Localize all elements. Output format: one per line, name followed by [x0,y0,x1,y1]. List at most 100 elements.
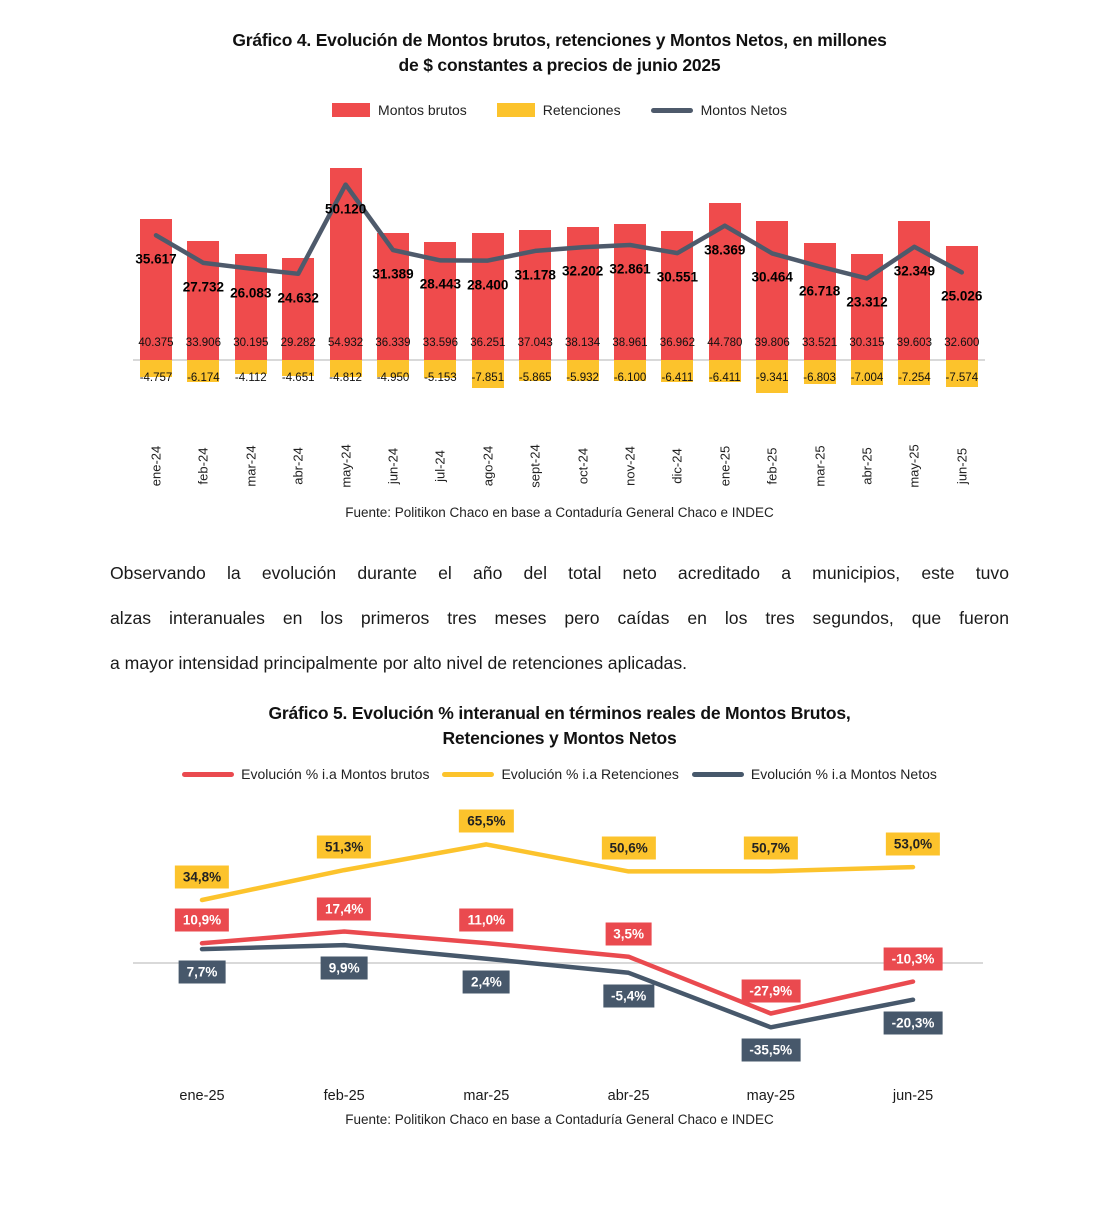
chart5-axis-month-label: feb-25 [323,1088,365,1104]
chart4-legend-label: Montos Netos [700,102,787,118]
label-montos-brutos: 39.603 [896,337,932,349]
chart5-legend-item-montos-brutos: Evolución % i.a Montos brutos [182,766,429,782]
label-retenciones: -4.651 [281,372,315,384]
paragraph-line: a mayor intensidad principalmente por al… [110,653,688,673]
label-retenciones: -7.254 [898,372,931,384]
chart5-data-label: 51,3% [317,835,372,859]
label-montos-netos: 28.400 [467,277,509,293]
chart4-axis-month-label: sept-24 [527,444,543,488]
chart4-title-line2: de $ constantes a precios de junio 2025 [398,55,721,75]
chart4-zero-axis [133,359,985,361]
chart4-axis-month-label: nov-24 [622,446,638,486]
bar-retenciones [708,360,741,383]
paragraph-line: alzas interanuales en los primeros tres … [110,608,1009,628]
bar-retenciones [424,360,457,378]
chart4-title-line1: Gráfico 4. Evolución de Montos brutos, r… [232,30,887,50]
chart5-axis-month-label: mar-25 [463,1088,510,1104]
chart4-axis-month-label: ene-25 [717,445,733,487]
chart5-data-label: -27,9% [741,979,801,1002]
bar-montos-brutos [329,167,362,360]
retenciones-swatch-icon [496,103,535,117]
label-retenciones: -6.411 [708,372,741,384]
label-retenciones: -7.851 [471,372,505,384]
chart5-axis-month-label: ene-25 [179,1088,225,1104]
label-montos-brutos: 30.315 [849,337,885,349]
bar-retenciones [803,360,836,384]
bar-retenciones [471,360,504,388]
label-montos-netos: 26.718 [798,283,841,298]
chart4-title: Gráfico 4. Evolución de Montos brutos, r… [0,28,1119,78]
chart4-legend-label: Retenciones [542,102,621,118]
chart5-data-label: -20,3% [883,1011,943,1035]
chart5-data-label: -35,5% [741,1038,801,1062]
series-line-2 [199,942,916,1030]
chart5-data-label: 10,9% [174,908,230,932]
paragraph-line: Observando la evolución durante el año d… [110,563,1009,583]
label-retenciones: -6.100 [613,372,647,384]
chart5-title: Gráfico 5. Evolución % interanual en tér… [0,701,1119,751]
chart4-axis-month-label: mar-25 [812,445,828,487]
chart4-axis-month-label: ene-24 [148,445,164,487]
chart5-data-label: 17,4% [317,897,372,920]
label-montos-netos: 31.178 [514,267,556,283]
chart5-zero-axis [133,962,983,964]
chart4-axis-month-label: ago-24 [480,445,496,487]
label-montos-netos: 24.632 [277,290,319,306]
label-montos-brutos: 39.806 [754,337,790,349]
chart5-data-label: 50,7% [743,836,798,860]
chart4-source: Fuente: Politikon Chaco en base a Contad… [345,505,774,520]
label-retenciones: -5.153 [424,372,457,384]
series-line-0 [199,929,916,1016]
chart4-axis-month-label: may-24 [338,444,354,488]
bar-retenciones [519,360,552,381]
chart5-legend-label: Evolución % i.a Montos brutos [241,766,430,782]
chart4-axis-month-label: may-25 [906,444,922,488]
chart5-legend-label: Evolución % i.a Retenciones [501,766,679,782]
label-retenciones: -4.950 [376,372,410,384]
label-montos-brutos: 33.906 [185,337,221,349]
bar-retenciones [282,360,315,377]
label-montos-brutos: 36.339 [375,337,411,349]
bar-retenciones [377,360,409,378]
chart5-source: Fuente: Politikon Chaco en base a Contad… [345,1112,774,1127]
label-montos-netos: 50.120 [324,201,367,217]
label-retenciones: -7.004 [850,372,884,384]
label-montos-brutos: 36.251 [470,337,506,349]
label-retenciones: -7.574 [945,372,979,384]
chart5-data-label: -10,3% [883,947,943,971]
chart4-axis-month-label: feb-25 [764,447,780,485]
bar-retenciones [661,360,694,383]
label-retenciones: -4.812 [329,372,362,384]
label-montos-netos: 28.443 [419,276,462,292]
label-retenciones: -9.341 [755,372,789,384]
montos-brutos-swatch-icon [332,103,371,117]
chart4-axis-month-label: jun-25 [954,447,970,485]
label-montos-brutos: 32.600 [944,337,980,349]
chart5-data-label: 2,4% [463,970,510,994]
label-montos-netos: 27.732 [182,279,225,295]
evolucion-retenciones-line-swatch-icon [442,771,495,777]
series-line-1 [199,842,916,903]
label-retenciones: -5.865 [518,372,552,384]
label-montos-brutos: 40.375 [138,337,174,349]
chart4-legend: Montos brutos Retenciones Montos Netos [0,102,1119,118]
label-retenciones: -6.174 [187,372,220,384]
chart4-axis-month-label: mar-24 [243,445,259,487]
bar-retenciones [234,360,267,375]
chart5-legend: Evolución % i.a Montos brutos Evolución … [0,766,1119,782]
evolucion-brutos-line-swatch-icon [182,771,235,777]
label-montos-brutos: 44.780 [707,337,743,349]
label-montos-netos: 32.349 [893,263,936,279]
chart5-legend-item-montos-netos: Evolución % i.a Montos Netos [691,766,937,782]
chart4-axis-month-label: jul-24 [432,450,448,482]
label-montos-brutos: 33.596 [422,337,458,349]
chart5-data-label: -5,4% [602,984,655,1008]
chart5-data-label: 53,0% [885,832,941,856]
chart5-data-label: 50,6% [601,836,656,860]
label-montos-brutos: 33.521 [802,337,838,349]
label-retenciones: -4.112 [234,372,267,384]
chart4-axis-month-label: abr-25 [859,447,875,485]
label-montos-brutos: 38.134 [565,337,601,349]
chart4-axis-month-label: feb-24 [195,447,211,485]
